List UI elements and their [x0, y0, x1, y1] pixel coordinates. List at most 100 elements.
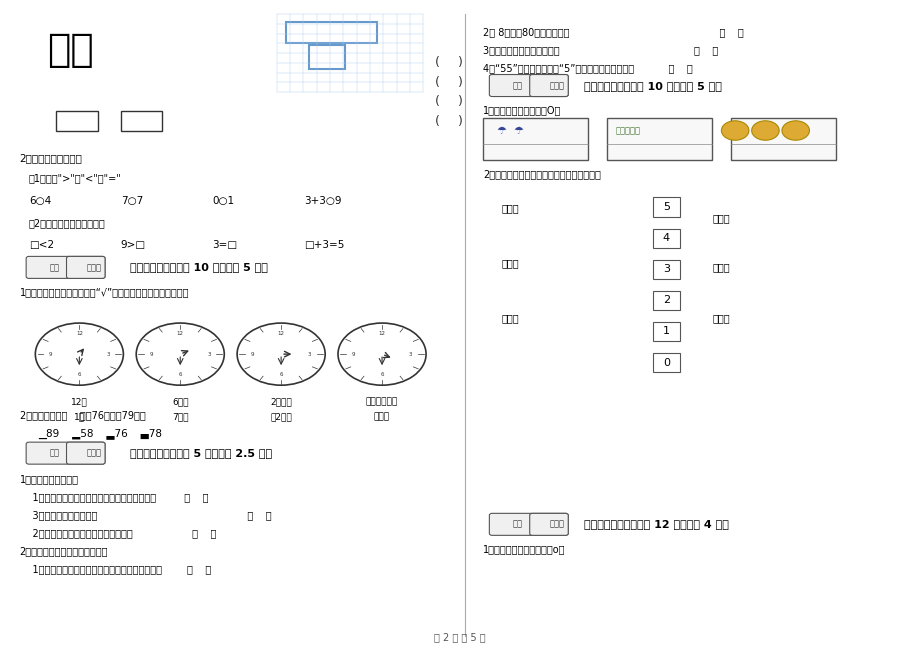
Text: 4: 4 [662, 233, 669, 243]
Text: 3: 3 [663, 265, 669, 274]
Bar [652, 229, 679, 248]
Text: 的时间: 的时间 [373, 412, 390, 421]
FancyBboxPatch shape [489, 514, 568, 536]
Text: 评卷人: 评卷人 [549, 81, 563, 90]
Text: 画上你吃午饭: 画上你吃午饭 [366, 397, 398, 406]
Text: 9>□: 9>□ [120, 240, 145, 250]
Text: 得分: 得分 [50, 263, 60, 272]
Text: 9: 9 [251, 352, 254, 357]
Bar [652, 322, 679, 341]
Text: 2、两个三角形可以拼成一个四边形。                   （    ）: 2、两个三角形可以拼成一个四边形。 （ ） [19, 528, 216, 538]
Text: (: ( [434, 95, 439, 108]
Text: ): ) [457, 76, 462, 89]
Text: 7时半: 7时半 [172, 412, 188, 421]
Text: 9: 9 [150, 352, 153, 357]
Bar [120, 111, 162, 131]
Text: 7○7: 7○7 [120, 196, 142, 205]
FancyBboxPatch shape [529, 75, 568, 97]
Text: 第 2 页 共 5 页: 第 2 页 共 5 页 [434, 632, 485, 642]
Text: 6: 6 [77, 372, 81, 377]
Text: 1、小名的爸爸灰岁，小名的年龄比爸爸小一些。        （    ）: 1、小名的爸爸灰岁，小名的年龄比爸爸小一些。 （ ） [19, 564, 210, 575]
Bar [652, 198, 679, 217]
FancyBboxPatch shape [66, 256, 105, 278]
Circle shape [720, 121, 748, 140]
Text: 3、长方形就是正方形。                                                （    ）: 3、长方形就是正方形。 （ ） [19, 510, 271, 520]
Text: 六、数一数（本题共 10 分，每题 5 分）: 六、数一数（本题共 10 分，每题 5 分） [584, 81, 720, 90]
Text: 9: 9 [351, 352, 355, 357]
FancyBboxPatch shape [489, 75, 568, 97]
Text: 2、 8个十和80个一同样多。                                                （    ）: 2、 8个十和80个一同样多。 （ ） [482, 27, 743, 37]
Text: 6时半: 6时半 [172, 397, 188, 406]
Text: 1、我会判断对与错。: 1、我会判断对与错。 [19, 474, 79, 484]
Text: 2、数一数，连一连（每只蝶蝶有几朵花）。: 2、数一数，连一连（每只蝶蝶有几朵花）。 [482, 170, 600, 179]
Text: 2: 2 [662, 295, 669, 306]
FancyBboxPatch shape [529, 514, 568, 536]
Text: 🦋🌹🌹: 🦋🌹🌹 [501, 203, 518, 213]
Text: ): ) [457, 114, 462, 127]
Text: 6: 6 [178, 372, 182, 377]
Text: 2、公正小法官（判断对与错）。: 2、公正小法官（判断对与错）。 [19, 547, 108, 556]
Text: 12: 12 [278, 332, 284, 337]
Text: 12时: 12时 [71, 397, 87, 406]
Text: ): ) [457, 95, 462, 108]
Text: 得分: 得分 [512, 81, 522, 90]
Text: 3: 3 [308, 352, 312, 357]
Bar [482, 118, 588, 160]
Bar [652, 353, 679, 372]
Circle shape [751, 121, 778, 140]
Text: 0○1: 0○1 [212, 196, 234, 205]
Text: 1: 1 [663, 326, 669, 337]
Text: 得分: 得分 [512, 520, 522, 529]
Text: 2时刚过: 2时刚过 [270, 397, 291, 406]
Text: 1时: 1时 [74, 412, 85, 421]
Text: （2）、在口里填上适当的数: （2）、在口里填上适当的数 [28, 218, 106, 228]
Bar [56, 111, 97, 131]
Text: ): ) [457, 57, 462, 70]
Text: 四、选一选（本题共 10 分，每题 5 分）: 四、选一选（本题共 10 分，每题 5 分） [130, 263, 267, 272]
Text: 12: 12 [378, 332, 385, 337]
Text: (: ( [434, 114, 439, 127]
Text: 創2时了: 創2时了 [270, 412, 291, 421]
Text: 5: 5 [663, 202, 669, 212]
FancyBboxPatch shape [26, 256, 105, 278]
Text: 🦋🌹🌹: 🦋🌹🌹 [501, 313, 518, 324]
Bar [286, 22, 377, 44]
Text: 评卷人: 评卷人 [549, 520, 563, 529]
Text: 1、数一数，画相对应的O。: 1、数一数，画相对应的O。 [482, 105, 561, 115]
Text: ☂  ☂: ☂ ☂ [496, 125, 523, 135]
Text: 2、比一比，填一填。: 2、比一比，填一填。 [19, 153, 83, 164]
Text: □<2: □<2 [28, 240, 54, 250]
Bar [652, 291, 679, 310]
Text: 3=□: 3=□ [212, 240, 237, 250]
Text: 3+3○9: 3+3○9 [304, 196, 341, 205]
Text: 🦋🌹🌹: 🦋🌹🌹 [501, 259, 518, 268]
FancyBboxPatch shape [66, 442, 105, 464]
Bar [652, 259, 679, 279]
Text: 评卷人: 评卷人 [86, 263, 101, 272]
Text: 3: 3 [106, 352, 109, 357]
Text: 6: 6 [380, 372, 383, 377]
Text: 4、“55”这个数中的两个“5”表示的意思是相同的。           （    ）: 4、“55”这个数中的两个“5”表示的意思是相同的。 （ ） [482, 64, 692, 73]
Text: 12: 12 [75, 332, 83, 337]
Text: 9: 9 [49, 352, 52, 357]
Text: □+3=5: □+3=5 [304, 240, 344, 250]
Text: 🐢🐢🐢🐢🐢: 🐢🐢🐢🐢🐢 [615, 126, 641, 135]
Text: 得分: 得分 [50, 448, 60, 458]
Text: 1、我能在正确的时间下面画“√”，并能正确画出时针和分针。: 1、我能在正确的时间下面画“√”，并能正确画出时针和分针。 [19, 287, 189, 298]
Text: (: ( [434, 76, 439, 89]
Text: 1、两个一样大的正方形可以拼成一个长方形。         （    ）: 1、两个一样大的正方形可以拼成一个长方形。 （ ） [19, 492, 208, 502]
Text: 🦋🌹🌹: 🦋🌹🌹 [711, 262, 729, 272]
FancyBboxPatch shape [26, 442, 105, 464]
Text: 🦋🌹🌹: 🦋🌹🌹 [711, 213, 729, 223]
Text: 6: 6 [279, 372, 282, 377]
Text: ▁89    ▂58    ▃76    ▄78: ▁89 ▂58 ▃76 ▄78 [38, 428, 162, 439]
Text: 3: 3 [207, 352, 210, 357]
Text: 12: 12 [176, 332, 184, 337]
Text: (: ( [434, 57, 439, 70]
Text: 3、有四条边的就是正方形。                                           （    ）: 3、有四条边的就是正方形。 （ ） [482, 46, 718, 55]
Text: 6○4: 6○4 [28, 196, 51, 205]
Text: 五、对与错（本题共 5 分，每题 2.5 分）: 五、对与错（本题共 5 分，每题 2.5 分） [130, 448, 272, 458]
Text: 评卷人: 评卷人 [86, 448, 101, 458]
Text: （1）、填">"、"<"或"=": （1）、填">"、"<"或"=" [28, 173, 121, 183]
Text: 🦋🌹🌹: 🦋🌹🌹 [711, 313, 729, 324]
